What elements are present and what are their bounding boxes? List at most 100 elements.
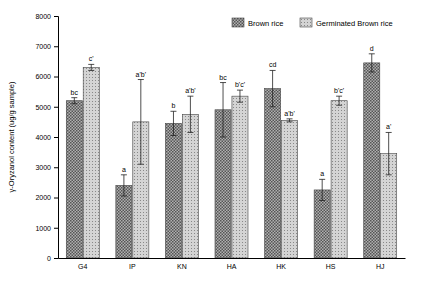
x-tick-label: KN xyxy=(177,263,187,270)
bar xyxy=(281,120,297,258)
y-tick: 5000 xyxy=(35,103,58,110)
y-tick-mark xyxy=(54,167,58,168)
bar xyxy=(66,101,82,258)
y-tick-mark xyxy=(54,258,58,259)
y-tick-mark xyxy=(54,228,58,229)
y-tick-mark xyxy=(54,16,58,17)
y-tick-label: 3000 xyxy=(35,164,51,171)
error-line xyxy=(173,111,174,135)
y-tick-mark xyxy=(54,137,58,138)
y-tick-label: 5000 xyxy=(35,103,51,110)
error-bar xyxy=(138,80,144,165)
significance-label: a xyxy=(320,170,324,177)
error-bar xyxy=(187,96,193,132)
error-cap xyxy=(88,64,94,65)
significance-label: d xyxy=(370,45,374,52)
error-bar xyxy=(170,111,176,135)
bar xyxy=(165,123,181,258)
error-cap xyxy=(369,53,375,54)
x-tick: HS xyxy=(326,258,336,270)
bar xyxy=(265,89,281,258)
significance-label: b'c' xyxy=(235,81,245,88)
error-cap xyxy=(386,132,392,133)
y-axis: 0 1000 2000 3000 4000 5000 6000 7000 8000 xyxy=(35,13,58,262)
bar xyxy=(364,63,380,258)
y-tick: 1000 xyxy=(35,224,58,231)
legend-swatch xyxy=(232,18,244,27)
error-bar xyxy=(220,83,226,137)
error-cap xyxy=(187,132,193,133)
legend: Brown riceGerminated Brown rice xyxy=(232,18,393,28)
bar xyxy=(182,114,198,258)
y-tick-mark xyxy=(54,77,58,78)
y-tick-mark xyxy=(54,46,58,47)
error-cap xyxy=(71,97,77,98)
y-tick-mark xyxy=(54,198,58,199)
error-line xyxy=(371,54,372,72)
error-line xyxy=(322,179,323,200)
error-cap xyxy=(187,96,193,97)
error-line xyxy=(339,96,340,105)
x-tick-label: HJ xyxy=(376,263,385,270)
x-tick-label: HA xyxy=(227,263,237,270)
error-bar xyxy=(270,70,276,106)
x-tick-label: HK xyxy=(276,263,286,270)
x-tick: G4 xyxy=(78,258,87,270)
error-cap xyxy=(287,118,293,119)
significance-label: b'c' xyxy=(334,87,344,94)
y-tick-label: 0 xyxy=(47,255,51,262)
error-bar xyxy=(369,54,375,72)
x-tick-label: G4 xyxy=(78,263,87,270)
x-axis: G4 IP KN HA HK HS HJ xyxy=(59,258,406,270)
error-cap xyxy=(138,79,144,80)
x-tick-label: IP xyxy=(129,263,136,270)
y-tick: 7000 xyxy=(35,43,58,50)
error-cap xyxy=(369,71,375,72)
significance-label: a'b' xyxy=(136,71,146,78)
y-tick: 6000 xyxy=(35,73,58,80)
y-tick: 3000 xyxy=(35,164,58,171)
error-bar xyxy=(71,98,77,104)
error-line xyxy=(190,96,191,132)
error-cap xyxy=(336,96,342,97)
error-bar xyxy=(121,175,127,196)
error-cap xyxy=(386,174,392,175)
error-cap xyxy=(336,105,342,106)
significance-label: c' xyxy=(89,55,94,62)
error-line xyxy=(74,98,75,104)
error-cap xyxy=(270,70,276,71)
significance-label: a' xyxy=(386,123,391,130)
error-cap xyxy=(319,200,325,201)
error-cap xyxy=(220,137,226,138)
y-tick: 8000 xyxy=(35,13,58,20)
bar xyxy=(331,101,347,258)
error-bar xyxy=(336,96,342,105)
x-axis-line xyxy=(59,258,406,259)
legend-label: Brown rice xyxy=(248,19,283,28)
bar xyxy=(314,190,330,258)
y-tick-label: 4000 xyxy=(35,134,51,141)
y-tick: 2000 xyxy=(35,194,58,201)
error-cap xyxy=(237,90,243,91)
error-line xyxy=(123,175,124,196)
error-bar xyxy=(88,64,94,70)
x-tick-label: HS xyxy=(326,263,336,270)
error-cap xyxy=(170,111,176,112)
y-tick-label: 1000 xyxy=(35,224,51,231)
error-cap xyxy=(287,121,293,122)
error-cap xyxy=(121,195,127,196)
legend-swatch xyxy=(300,18,312,27)
y-tick-mark xyxy=(54,107,58,108)
error-bar xyxy=(237,90,243,102)
bar xyxy=(232,96,248,258)
significance-label: a'b' xyxy=(185,87,195,94)
error-line xyxy=(140,80,141,165)
y-tick-label: 2000 xyxy=(35,194,51,201)
marks xyxy=(66,54,396,258)
error-cap xyxy=(170,135,176,136)
significance-label: bc xyxy=(71,89,79,96)
error-bar xyxy=(319,179,325,200)
significance-label: a xyxy=(122,166,126,173)
plot: 0 1000 2000 3000 4000 5000 6000 7000 8000 G4 IP KN H… xyxy=(35,13,405,270)
annotations: bcabbccdadc'a'b'a'b'b'c'a'b'b'c'a' xyxy=(71,45,392,178)
